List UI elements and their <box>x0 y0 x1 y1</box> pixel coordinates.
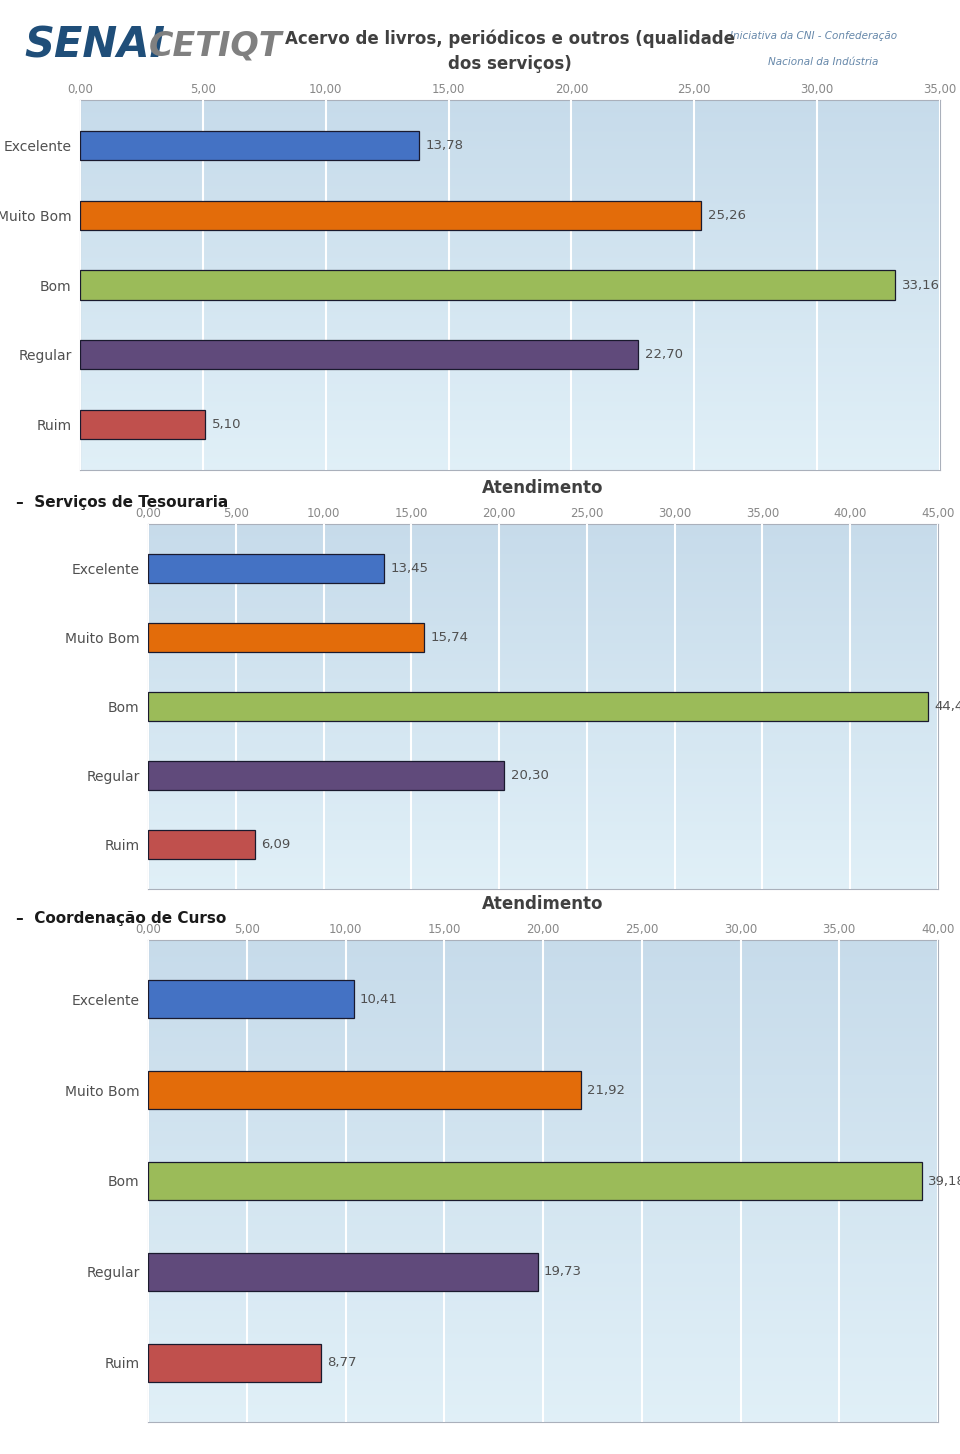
Bar <box>148 1253 538 1291</box>
Text: 19,73: 19,73 <box>544 1265 582 1278</box>
Bar <box>148 1162 922 1200</box>
Bar <box>80 131 419 160</box>
Text: 20,30: 20,30 <box>511 769 548 782</box>
Bar <box>148 624 424 651</box>
Text: 25,26: 25,26 <box>708 209 746 221</box>
Bar <box>148 1343 322 1381</box>
Bar <box>148 760 504 790</box>
Text: 44,42: 44,42 <box>934 699 960 712</box>
Text: CETIQT: CETIQT <box>149 29 282 63</box>
Text: –  Serviços de Tesouraria: – Serviços de Tesouraria <box>16 494 228 509</box>
Title: Atendimento: Atendimento <box>482 896 604 913</box>
Text: 5,10: 5,10 <box>212 419 242 432</box>
Bar <box>80 340 637 369</box>
Title: Atendimento: Atendimento <box>482 478 604 497</box>
Bar <box>80 410 205 439</box>
Bar <box>148 554 384 583</box>
Text: Iniciativa da CNI - Confederação: Iniciativa da CNI - Confederação <box>730 31 897 41</box>
Bar <box>80 270 895 300</box>
Text: SENAI: SENAI <box>24 25 165 67</box>
Text: 39,18: 39,18 <box>928 1175 960 1188</box>
Text: 6,09: 6,09 <box>261 838 291 851</box>
Text: 10,41: 10,41 <box>360 993 397 1006</box>
Bar <box>148 692 927 721</box>
Text: 21,92: 21,92 <box>588 1083 625 1096</box>
Text: –  Coordenação de Curso: – Coordenação de Curso <box>16 910 227 926</box>
Text: Nacional da Indústria: Nacional da Indústria <box>768 57 878 67</box>
Bar <box>148 1072 581 1109</box>
Text: 13,45: 13,45 <box>391 563 428 576</box>
Bar <box>80 201 701 230</box>
Title: Acervo de livros, periódicos e outros (qualidade
dos serviços): Acervo de livros, periódicos e outros (q… <box>285 29 735 73</box>
Bar <box>148 830 255 859</box>
Text: 15,74: 15,74 <box>431 631 468 644</box>
Text: 33,16: 33,16 <box>901 279 940 291</box>
Text: 13,78: 13,78 <box>425 140 464 151</box>
Text: 22,70: 22,70 <box>645 349 683 361</box>
Text: 8,77: 8,77 <box>327 1357 357 1370</box>
Bar <box>148 980 353 1018</box>
